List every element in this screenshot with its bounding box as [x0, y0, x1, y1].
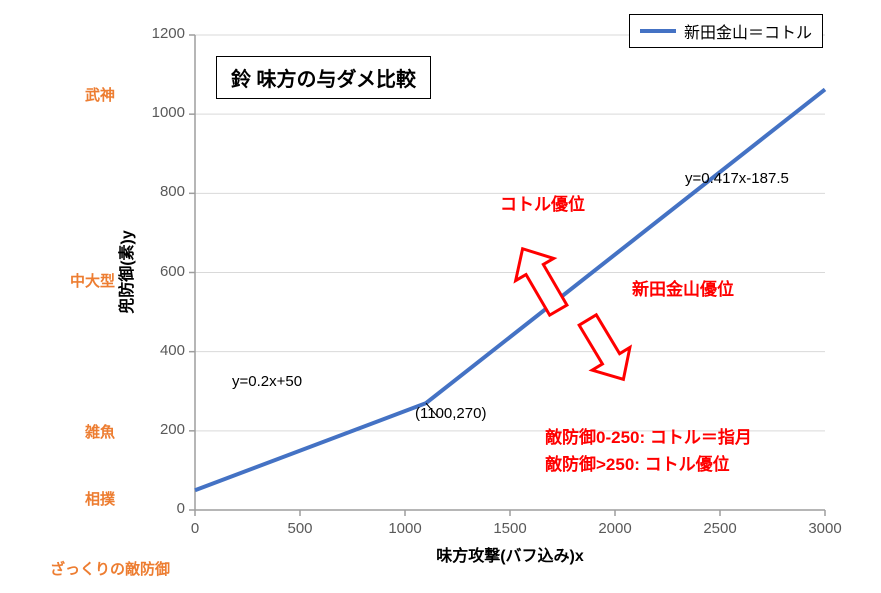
chart-container: 鈴 味方の与ダメ比較 新田金山＝コトル 兜防御(素)y 味方攻撃(バフ込み)x … [0, 0, 881, 593]
legend-swatch [640, 29, 676, 33]
category-label: 雑魚 [10, 421, 115, 442]
equation-right-text: y=0.417x-187.5 [685, 170, 789, 187]
footer-note-2-text: 敵防御>250: コトル優位 [545, 455, 730, 474]
chart-title-box: 鈴 味方の与ダメ比較 [216, 56, 431, 99]
y-axis-label: 兜防御(素)y [113, 212, 137, 332]
x-tick-label: 2000 [590, 520, 640, 537]
y-tick-label: 600 [140, 263, 185, 280]
equation-right: y=0.417x-187.5 [685, 170, 789, 187]
chart-title: 鈴 味方の与ダメ比較 [231, 69, 416, 91]
breakpoint-label-text: (1100,270) [415, 405, 486, 422]
footer-note-1-text: 敵防御0-250: コトル＝指月 [545, 428, 752, 447]
y-tick-label: 400 [140, 342, 185, 359]
x-axis-label-text: 味方攻撃(バフ込み)x [436, 548, 584, 565]
y-axis-label-text: 兜防御(素)y [119, 230, 136, 314]
y-tick-label: 800 [140, 183, 185, 200]
region-upper-label: コトル優位 [500, 190, 585, 215]
x-axis-label: 味方攻撃(バフ込み)x [400, 542, 620, 566]
category-footer-text: ざっくりの敵防御 [50, 561, 170, 578]
breakpoint-label: (1100,270) [415, 405, 486, 422]
region-lower-text: 新田金山優位 [632, 280, 734, 299]
legend: 新田金山＝コトル [629, 14, 823, 48]
region-upper-text: コトル優位 [500, 195, 585, 214]
footer-note-1: 敵防御0-250: コトル＝指月 [545, 423, 752, 448]
category-footer: ざっくりの敵防御 [0, 558, 170, 579]
region-lower-label: 新田金山優位 [632, 275, 734, 300]
x-tick-label: 2500 [695, 520, 745, 537]
y-tick-label: 200 [140, 421, 185, 438]
category-label: 相撲 [10, 488, 115, 509]
equation-left-text: y=0.2x+50 [232, 373, 302, 390]
x-tick-label: 3000 [800, 520, 850, 537]
y-tick-label: 1000 [140, 104, 185, 121]
category-label: 中大型 [10, 270, 115, 291]
y-tick-label: 1200 [140, 25, 185, 42]
x-tick-label: 1500 [485, 520, 535, 537]
equation-left: y=0.2x+50 [232, 373, 302, 390]
footer-note-2: 敵防御>250: コトル優位 [545, 450, 730, 475]
x-tick-label: 0 [170, 520, 220, 537]
y-tick-label: 0 [140, 500, 185, 517]
x-tick-label: 1000 [380, 520, 430, 537]
category-label: 武神 [10, 84, 115, 105]
legend-label: 新田金山＝コトル [684, 19, 812, 43]
x-tick-label: 500 [275, 520, 325, 537]
